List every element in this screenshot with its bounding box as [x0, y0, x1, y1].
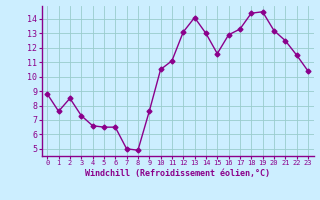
X-axis label: Windchill (Refroidissement éolien,°C): Windchill (Refroidissement éolien,°C) [85, 169, 270, 178]
